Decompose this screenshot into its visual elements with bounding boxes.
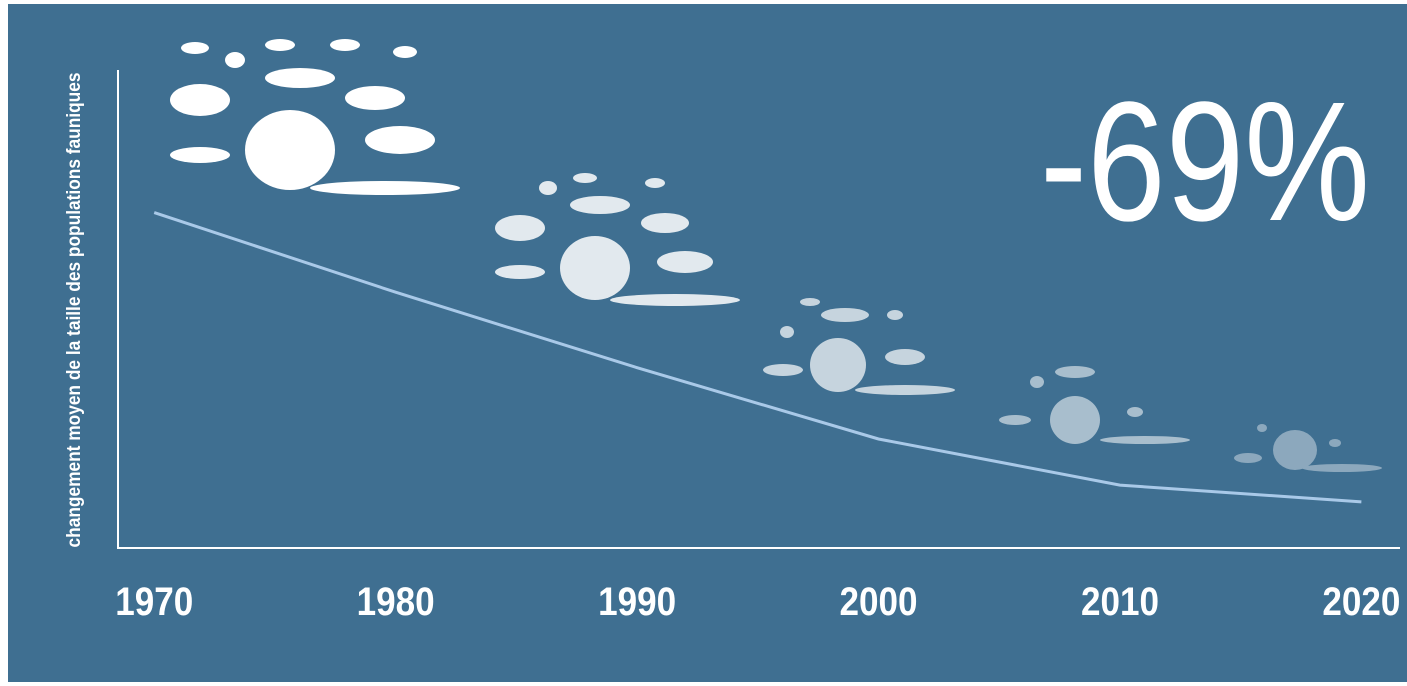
data-line bbox=[153, 211, 1362, 504]
x-tick-label: 1970 bbox=[115, 580, 193, 624]
y-axis-label: changement moyen de la taille des popula… bbox=[64, 73, 85, 548]
animal-silhouettes bbox=[170, 39, 1382, 472]
x-tick-label: 2010 bbox=[1081, 580, 1159, 624]
animals-2020 bbox=[1234, 424, 1382, 472]
animals-2010 bbox=[999, 366, 1190, 444]
animals-2000 bbox=[763, 298, 955, 395]
x-tick-label: 2000 bbox=[840, 580, 918, 624]
animals-1985 bbox=[495, 173, 740, 306]
x-tick-label: 1990 bbox=[598, 580, 676, 624]
annotation: -69% bbox=[1040, 67, 1370, 257]
x-tick-label: 2020 bbox=[1322, 580, 1400, 624]
x-tick-label: 1980 bbox=[357, 580, 435, 624]
animals-1970 bbox=[170, 39, 460, 195]
background bbox=[8, 4, 1407, 682]
